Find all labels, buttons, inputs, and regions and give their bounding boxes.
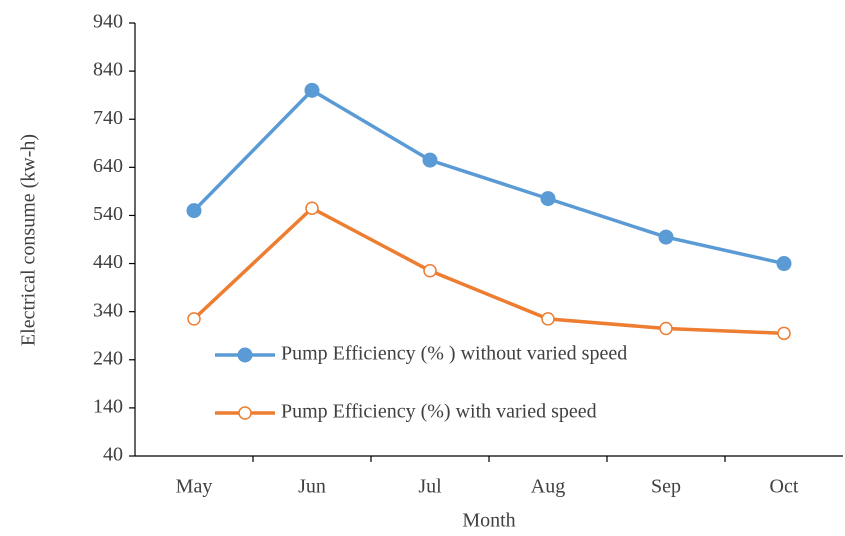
series-line xyxy=(192,206,785,336)
marker xyxy=(776,256,792,272)
y-tick-label: 40 xyxy=(103,444,123,466)
marker xyxy=(423,264,437,278)
marker xyxy=(304,82,320,98)
x-tick-label: Jul xyxy=(418,476,442,498)
marker xyxy=(187,312,201,326)
x-tick-label: Jun xyxy=(298,476,326,498)
marker xyxy=(186,203,202,219)
marker xyxy=(305,201,319,215)
y-axis-label: Electrical consume (kw-h) xyxy=(18,134,40,346)
y-tick-label: 140 xyxy=(93,395,123,417)
x-tick-label: May xyxy=(176,476,213,498)
y-tick-label: 940 xyxy=(93,11,123,33)
x-axis-label: Month xyxy=(462,510,515,532)
marker xyxy=(541,312,555,326)
legend-label: Pump Efficiency (%) with varied speed xyxy=(281,401,597,423)
y-tick-label: 540 xyxy=(93,203,123,225)
legend-marker xyxy=(237,347,253,363)
y-tick-label: 240 xyxy=(93,347,123,369)
marker xyxy=(777,326,791,341)
y-tick-label: 740 xyxy=(93,107,123,129)
y-tick-label: 340 xyxy=(93,299,123,321)
x-tick-label: Sep xyxy=(651,476,681,498)
x-tick-label: Oct xyxy=(770,476,799,498)
x-tick-label: Aug xyxy=(531,476,565,498)
marker xyxy=(659,321,673,336)
y-tick-label: 440 xyxy=(93,251,123,273)
legend-label: Pump Efficiency (% ) without varied spee… xyxy=(281,343,627,365)
series-line xyxy=(192,88,785,266)
marker xyxy=(658,229,674,245)
marker xyxy=(422,152,438,168)
marker xyxy=(540,191,556,207)
y-tick-label: 840 xyxy=(93,59,123,81)
y-tick-label: 640 xyxy=(93,155,123,177)
legend-marker xyxy=(238,406,252,420)
